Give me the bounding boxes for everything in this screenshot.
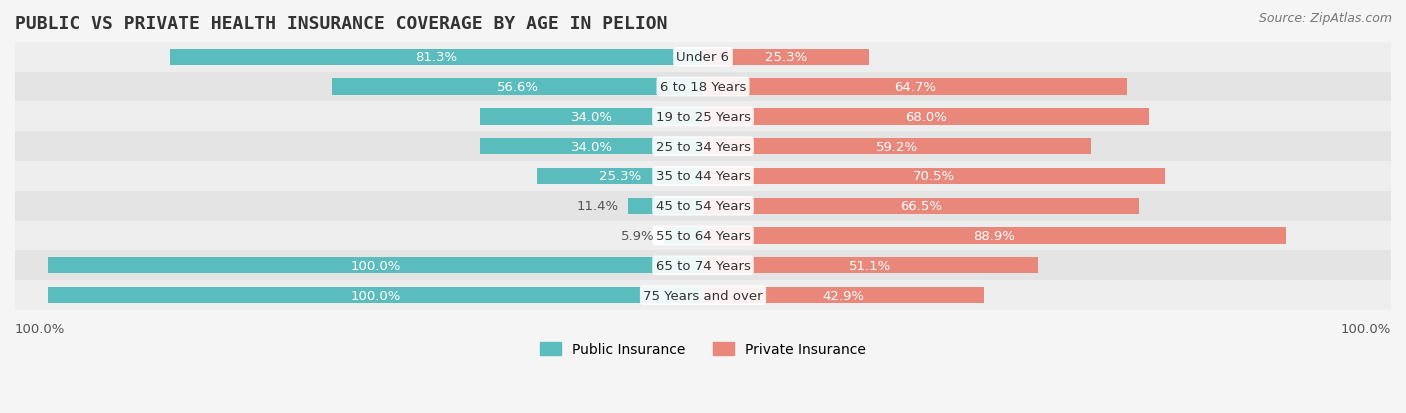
Bar: [15, 221, 1391, 251]
Bar: [703, 109, 1149, 125]
Bar: [537, 169, 703, 185]
Text: 25 to 34 Years: 25 to 34 Years: [655, 140, 751, 153]
Text: 34.0%: 34.0%: [571, 140, 613, 153]
Text: 64.7%: 64.7%: [894, 81, 936, 94]
Bar: [703, 228, 1285, 244]
Text: 6 to 18 Years: 6 to 18 Years: [659, 81, 747, 94]
Text: 11.4%: 11.4%: [576, 200, 619, 213]
Bar: [15, 132, 1391, 161]
Text: 70.5%: 70.5%: [912, 170, 955, 183]
Bar: [48, 287, 703, 304]
Text: 88.9%: 88.9%: [973, 230, 1015, 242]
Text: 75 Years and over: 75 Years and over: [643, 289, 763, 302]
Text: 55 to 64 Years: 55 to 64 Years: [655, 230, 751, 242]
Text: 81.3%: 81.3%: [416, 51, 458, 64]
Text: 59.2%: 59.2%: [876, 140, 918, 153]
Text: Source: ZipAtlas.com: Source: ZipAtlas.com: [1258, 12, 1392, 25]
Bar: [703, 50, 869, 66]
Text: 100.0%: 100.0%: [350, 259, 401, 272]
Bar: [15, 102, 1391, 132]
Text: 19 to 25 Years: 19 to 25 Years: [655, 111, 751, 123]
Text: 100.0%: 100.0%: [1341, 323, 1391, 336]
Bar: [15, 43, 1391, 73]
Bar: [703, 257, 1038, 274]
Text: 35 to 44 Years: 35 to 44 Years: [655, 170, 751, 183]
Bar: [170, 50, 703, 66]
Bar: [15, 161, 1391, 191]
Bar: [703, 198, 1139, 214]
Text: PUBLIC VS PRIVATE HEALTH INSURANCE COVERAGE BY AGE IN PELION: PUBLIC VS PRIVATE HEALTH INSURANCE COVER…: [15, 15, 668, 33]
Bar: [703, 169, 1166, 185]
Bar: [703, 287, 984, 304]
Text: 42.9%: 42.9%: [823, 289, 865, 302]
Text: 51.1%: 51.1%: [849, 259, 891, 272]
Text: 25.3%: 25.3%: [599, 170, 641, 183]
Bar: [481, 139, 703, 155]
Text: 100.0%: 100.0%: [15, 323, 65, 336]
Text: Under 6: Under 6: [676, 51, 730, 64]
Text: 25.3%: 25.3%: [765, 51, 807, 64]
Text: 65 to 74 Years: 65 to 74 Years: [655, 259, 751, 272]
Bar: [48, 257, 703, 274]
Text: 66.5%: 66.5%: [900, 200, 942, 213]
Legend: Public Insurance, Private Insurance: Public Insurance, Private Insurance: [534, 337, 872, 362]
Text: 56.6%: 56.6%: [496, 81, 538, 94]
Bar: [15, 280, 1391, 310]
Text: 45 to 54 Years: 45 to 54 Years: [655, 200, 751, 213]
Bar: [628, 198, 703, 214]
Bar: [665, 228, 703, 244]
Bar: [703, 79, 1128, 95]
Bar: [15, 251, 1391, 280]
Bar: [481, 109, 703, 125]
Bar: [15, 73, 1391, 102]
Text: 68.0%: 68.0%: [905, 111, 946, 123]
Text: 100.0%: 100.0%: [350, 289, 401, 302]
Bar: [15, 191, 1391, 221]
Text: 34.0%: 34.0%: [571, 111, 613, 123]
Bar: [703, 139, 1091, 155]
Text: 5.9%: 5.9%: [621, 230, 655, 242]
Bar: [332, 79, 703, 95]
